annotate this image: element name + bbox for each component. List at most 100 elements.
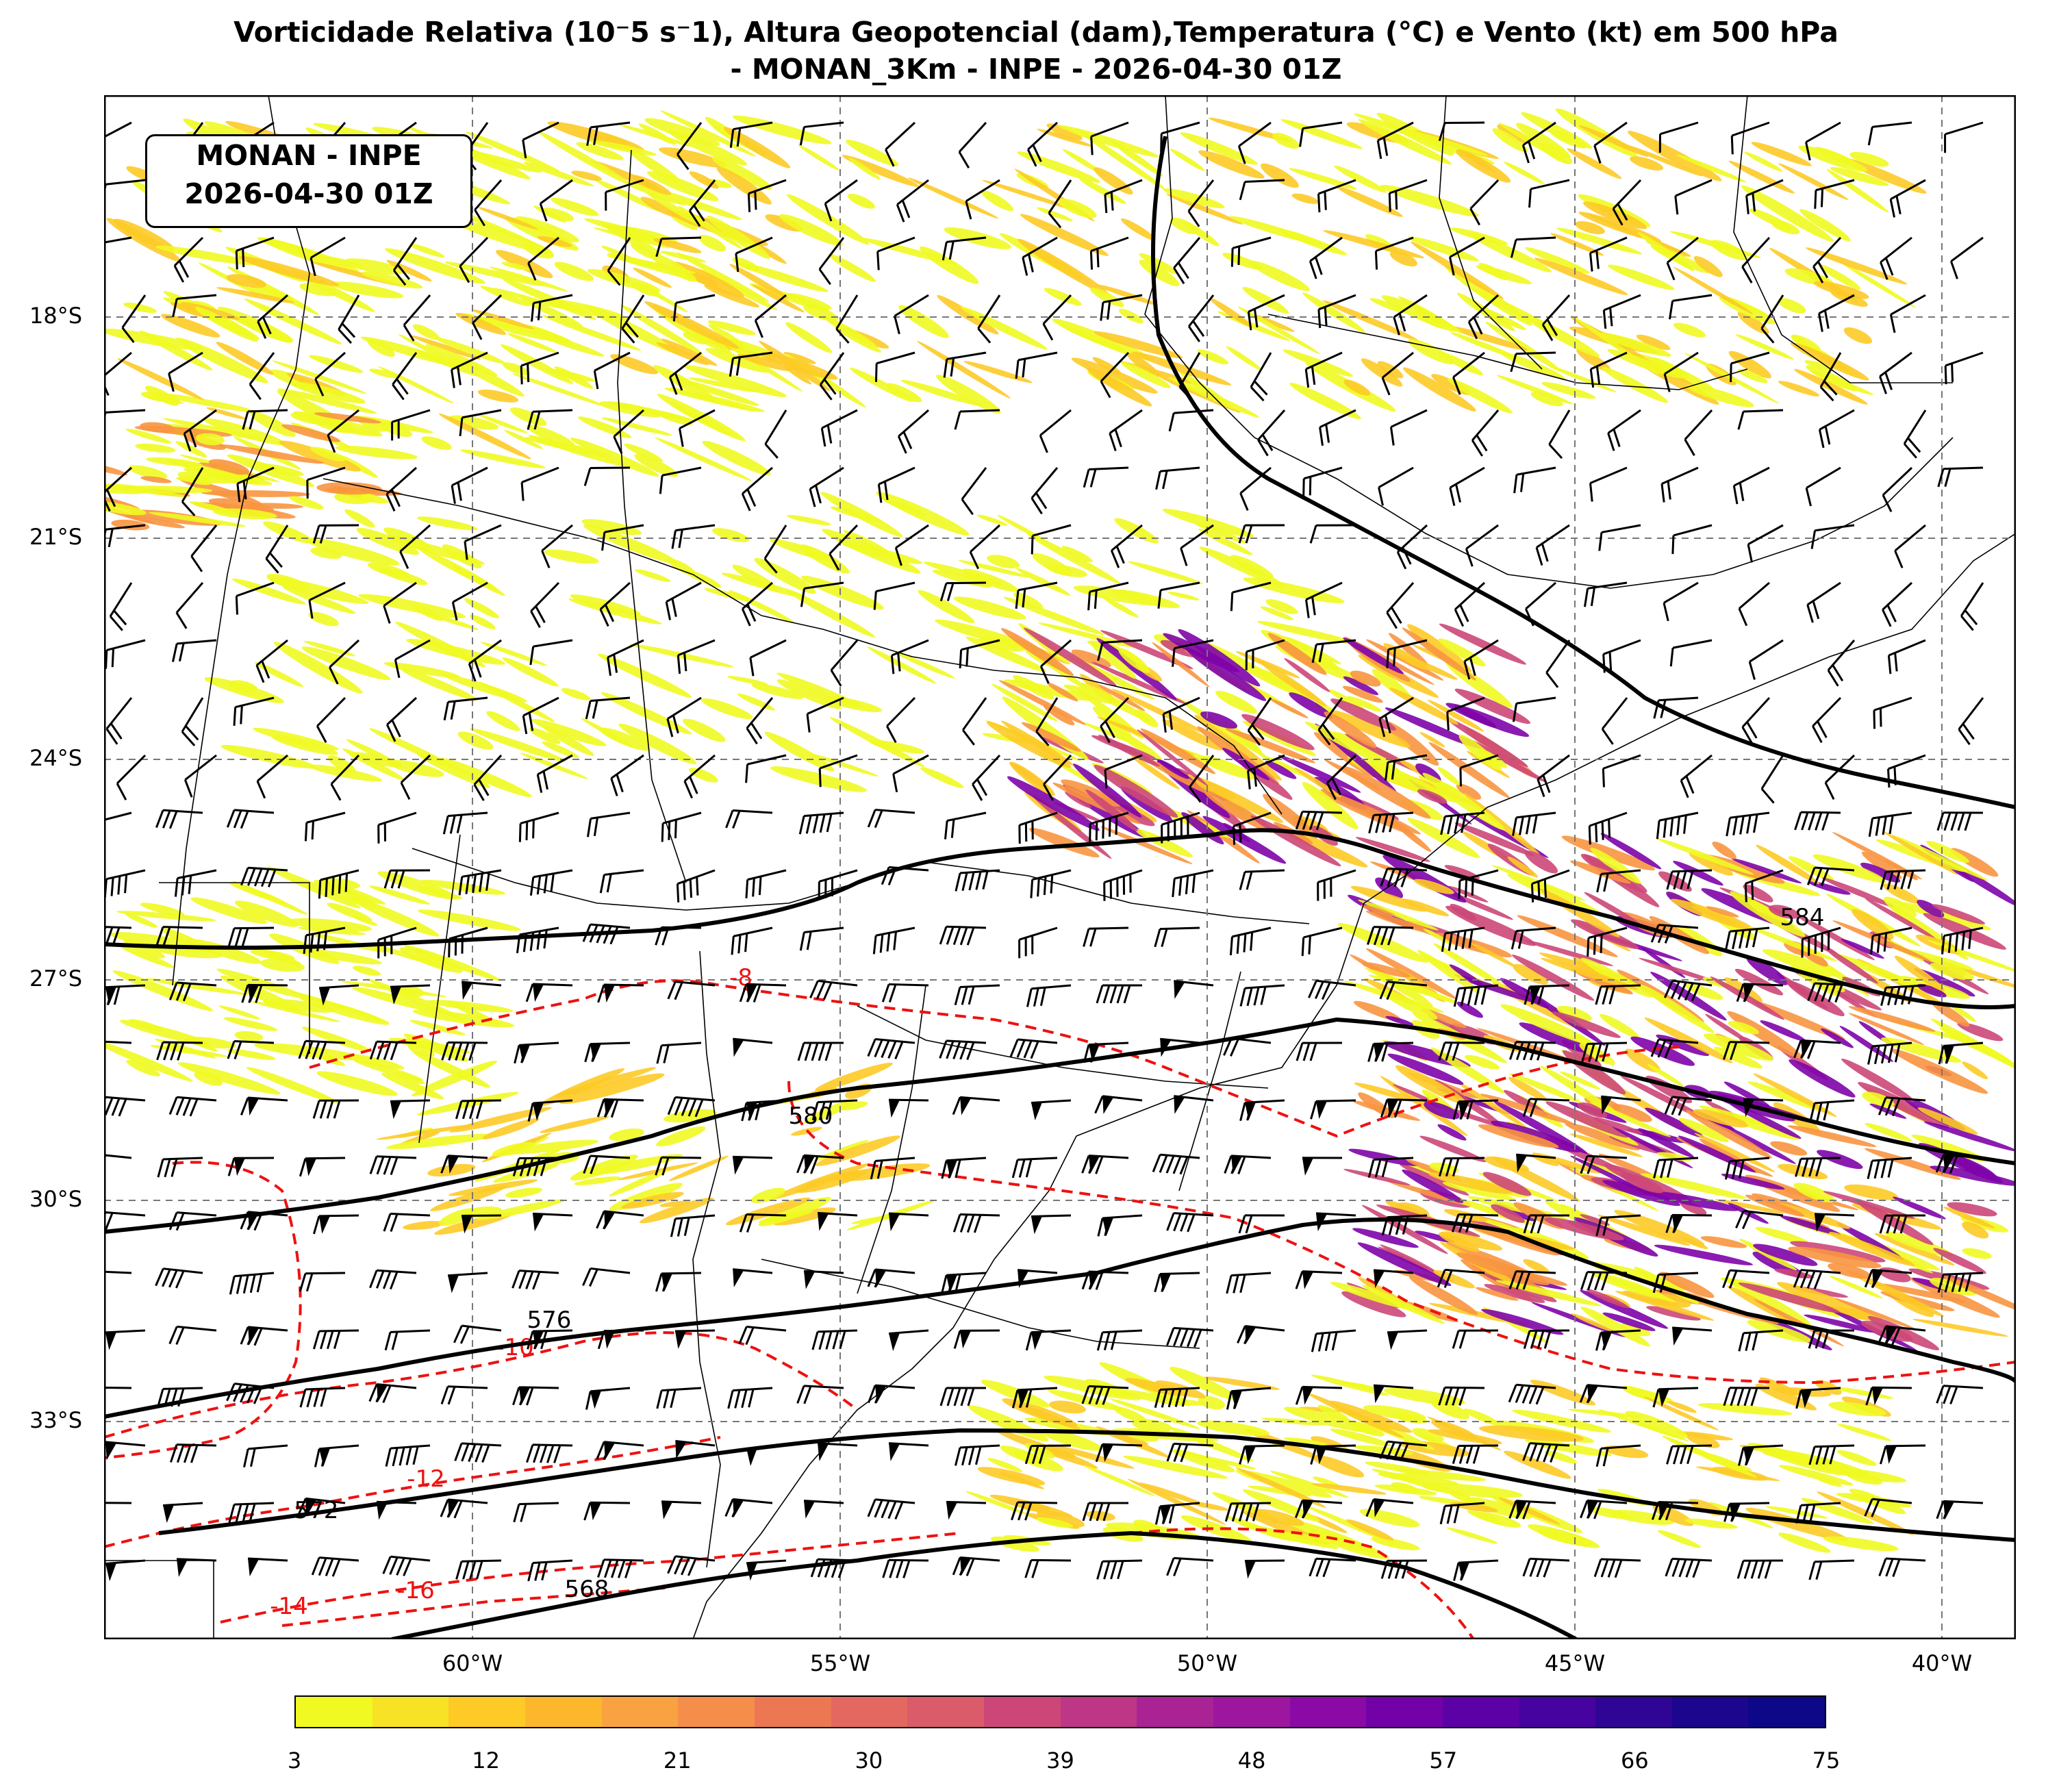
wind-barb [733, 1037, 773, 1057]
wind-barb [1380, 1098, 1428, 1118]
wind-barb [1178, 352, 1201, 402]
wind-barb [104, 236, 132, 246]
wind-barb [799, 121, 844, 146]
lat-tick-30s: 30°S [29, 1186, 82, 1212]
wind-barb [872, 926, 915, 955]
wind-barb [121, 294, 147, 343]
wind-barb [1887, 639, 1926, 674]
wind-barb [1018, 926, 1058, 959]
wind-barb [1239, 1099, 1285, 1122]
wind-barb [1664, 1096, 1713, 1116]
wind-barb [678, 409, 716, 447]
wind-barb [798, 811, 844, 835]
wind-barb [1294, 1499, 1343, 1519]
wind-barb [1244, 1559, 1285, 1579]
border-line [857, 985, 926, 1294]
wind-barb [1607, 409, 1641, 451]
wind-barb [512, 1386, 559, 1406]
wind-barb [824, 179, 858, 222]
wind-barb [1523, 1214, 1570, 1234]
wind-barb [747, 179, 787, 212]
wind-barb [1760, 755, 1784, 804]
wind-barb [1880, 984, 1926, 1007]
wind-barb [597, 983, 644, 1003]
wind-barb [241, 983, 288, 1003]
colorbar-tick-label: 39 [1046, 1747, 1074, 1774]
colorbar-segment [1213, 1697, 1290, 1727]
lat-tick-24s: 24°S [29, 745, 82, 771]
height-contour-label: 568 [565, 1576, 609, 1603]
lat-tick-21s: 21°S [29, 524, 82, 550]
wind-barb [105, 1559, 146, 1582]
wind-barb [311, 1556, 359, 1577]
wind-barb [1805, 466, 1841, 507]
wind-barb [867, 809, 915, 829]
wind-barb [473, 754, 503, 801]
wind-barb [977, 294, 1001, 344]
wind-barb [240, 866, 288, 887]
wind-barb [1882, 581, 1913, 627]
wind-barb [1581, 1042, 1628, 1063]
wind-barb [1669, 639, 1713, 667]
wind-barb [1598, 524, 1641, 551]
wind-barb [1224, 1502, 1272, 1522]
wind-barb [236, 466, 275, 503]
wind-barb [392, 352, 418, 401]
wind-barb [1730, 121, 1770, 155]
wind-barb [1743, 1098, 1784, 1118]
wind-barb [518, 811, 559, 842]
wind-barb [1031, 467, 1059, 515]
vorticity-shading [104, 108, 2016, 1559]
wind-barb [314, 1444, 359, 1467]
wind-barb [257, 294, 288, 339]
wind-barb [1510, 236, 1556, 258]
wind-barb [308, 581, 346, 619]
height-contour-label: 576 [527, 1307, 572, 1334]
wind-barb [894, 524, 929, 566]
wind-barb [1309, 1557, 1356, 1578]
colorbar-tick-label: 48 [1237, 1747, 1266, 1774]
wind-barb [1602, 639, 1641, 673]
wind-barb [511, 1270, 559, 1290]
wind-barb [104, 466, 133, 512]
wind-barb [1801, 926, 1841, 958]
wind-barb [1663, 581, 1699, 622]
wind-barb [1239, 466, 1272, 511]
wind-barb [1680, 754, 1713, 798]
wind-barb [1938, 1042, 1984, 1065]
wind-barb [952, 1556, 1000, 1576]
wind-barb [867, 1037, 915, 1059]
wind-barb [896, 179, 929, 223]
wind-barb [298, 1039, 346, 1060]
wind-barb [529, 639, 573, 666]
wind-barb [527, 236, 559, 281]
wind-barb [1545, 640, 1571, 688]
wind-barb [1368, 811, 1414, 834]
wind-barb [1082, 1502, 1129, 1522]
wind-barb [1247, 754, 1285, 790]
wind-barb [1388, 179, 1428, 212]
wind-barb [746, 697, 774, 745]
wind-barb [1595, 984, 1641, 1005]
temperature-contour [309, 979, 1680, 1138]
wind-barb [796, 1154, 844, 1174]
wind-barb [745, 869, 787, 898]
wind-barb [688, 179, 716, 227]
wind-barb [1100, 294, 1143, 321]
wind-barb [229, 1272, 275, 1295]
wind-barb [1386, 582, 1415, 629]
wind-barb [440, 1385, 488, 1405]
wind-barb [939, 925, 987, 946]
wind-barb [1160, 121, 1200, 153]
wind-barb [1310, 1444, 1356, 1465]
wind-barb [181, 467, 204, 516]
wind-barb [1166, 1212, 1214, 1233]
wind-barb [522, 696, 559, 735]
colorbar-tick-label: 75 [1812, 1747, 1841, 1774]
wind-barb [104, 121, 132, 142]
wind-barb [818, 1211, 858, 1231]
wind-barb [881, 866, 929, 886]
wind-barb [299, 1157, 346, 1177]
wind-barb [1523, 1329, 1570, 1349]
